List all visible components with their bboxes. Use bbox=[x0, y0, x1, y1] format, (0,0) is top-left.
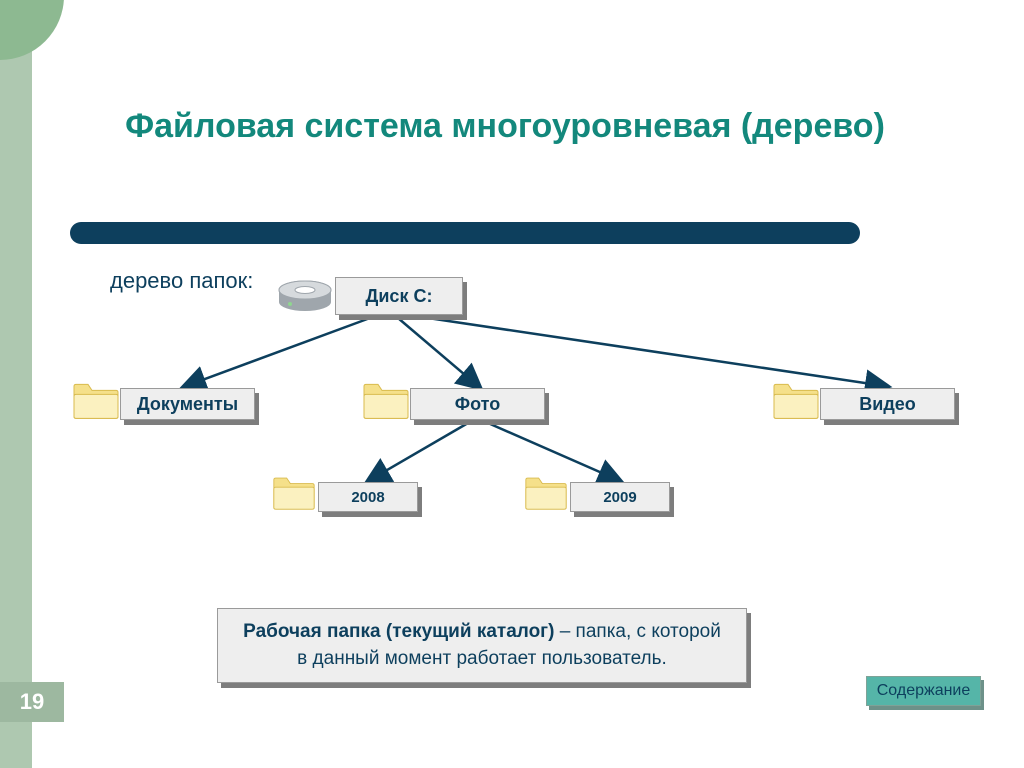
definition-bold: Рабочая папка (текущий каталог) bbox=[243, 621, 554, 642]
drive-icon bbox=[276, 278, 334, 321]
tree-node-photo: Фото bbox=[410, 388, 545, 420]
tree-node-video: Видео bbox=[820, 388, 955, 420]
title-divider bbox=[70, 222, 860, 244]
folder-icon bbox=[772, 380, 820, 426]
tree-node-docs: Документы bbox=[120, 388, 255, 420]
definition-box: Рабочая папка (текущий каталог) – папка,… bbox=[217, 608, 747, 683]
slide: Файловая система многоуровневая (дерево)… bbox=[0, 0, 1024, 768]
folder-icon bbox=[72, 380, 120, 426]
side-accent-bar bbox=[0, 0, 32, 768]
corner-circle bbox=[0, 0, 64, 60]
tree-node-y2008: 2008 bbox=[318, 482, 418, 512]
subtitle: дерево папок: bbox=[110, 268, 253, 294]
folder-icon bbox=[524, 474, 568, 516]
tree-node-root: Диск С: bbox=[335, 277, 463, 315]
slide-title: Файловая система многоуровневая (дерево) bbox=[85, 105, 925, 148]
contents-button-label: Содержание bbox=[877, 682, 971, 700]
page-number: 19 bbox=[0, 682, 64, 722]
folder-icon bbox=[362, 380, 410, 426]
folder-icon bbox=[272, 474, 316, 516]
contents-button[interactable]: Содержание bbox=[866, 676, 981, 706]
tree-node-y2009: 2009 bbox=[570, 482, 670, 512]
